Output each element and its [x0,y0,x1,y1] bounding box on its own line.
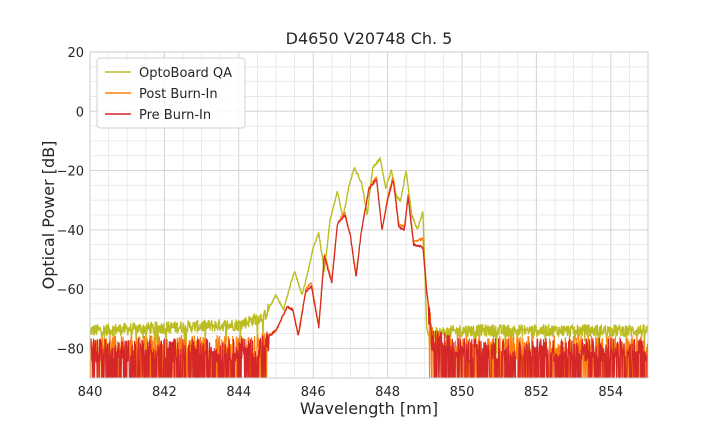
legend-label: OptoBoard QA [139,66,232,81]
y-tick-label: 20 [67,46,84,61]
chart-title: D4650 V20748 Ch. 5 [286,29,453,48]
y-tick-label: 0 [76,105,84,120]
legend-label: Pre Burn-In [139,108,211,123]
series-group [90,156,648,378]
y-tick-label: −40 [57,224,84,239]
legend-label: Post Burn-In [139,87,218,102]
y-tick-label: −80 [57,342,84,357]
x-tick-label: 852 [524,385,549,400]
legend: OptoBoard QA Post Burn-In Pre Burn-In [96,57,246,129]
x-tick-label: 844 [226,385,251,400]
x-tick-label: 848 [375,385,400,400]
x-tick-label: 854 [598,385,623,400]
series-line-pre-burn-in [90,178,648,378]
x-tick-label: 850 [450,385,475,400]
x-axis-label: Wavelength [nm] [300,399,438,418]
series-line-optoboard-qa [90,156,648,355]
y-tick-label: −60 [57,283,84,298]
y-axis-label: Optical Power [dB] [39,141,58,290]
x-tick-label: 842 [152,385,177,400]
x-tick-label: 846 [301,385,326,400]
tick-labels: 840 842 844 846 848 850 852 854 20 0 −20 −40 −60 −80 [57,46,624,400]
legend-box [96,57,246,129]
x-tick-label: 840 [78,385,103,400]
axes-frame [89,51,649,379]
y-tick-label: −20 [57,165,84,180]
